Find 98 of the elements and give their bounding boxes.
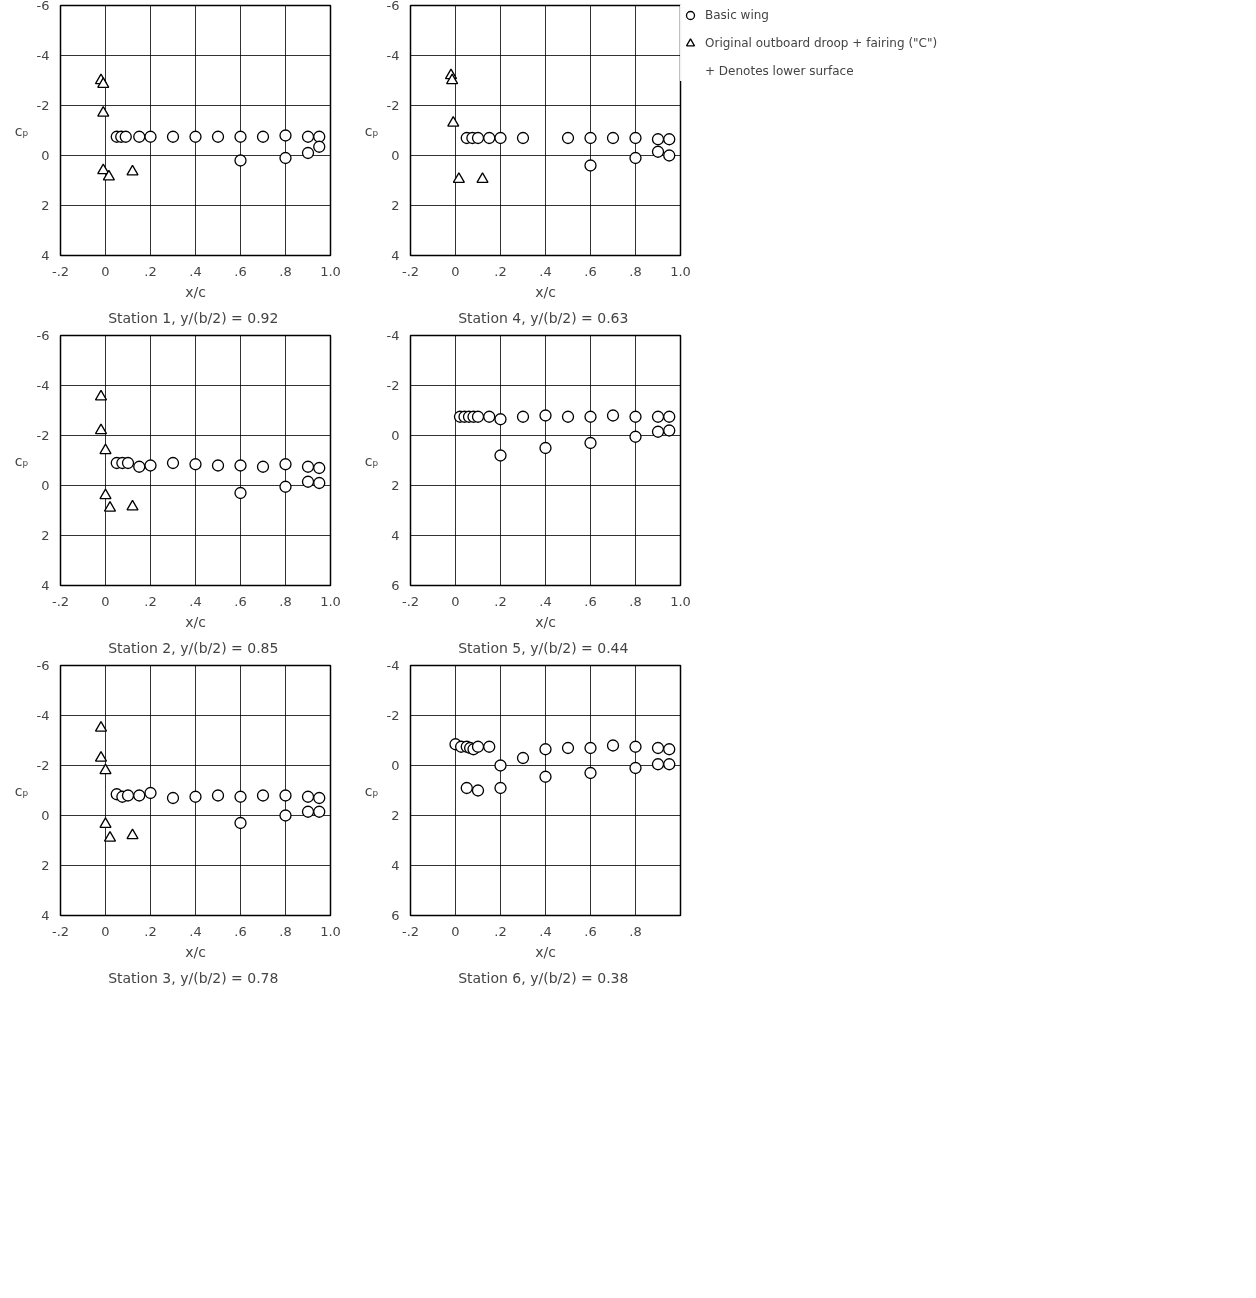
x-tick-label: .2 [144, 263, 157, 279]
y-tick-label: 2 [41, 198, 50, 213]
y-tick-label: -4 [386, 328, 400, 343]
x-tick-label: .8 [279, 263, 292, 279]
y-tick-label: 6 [391, 908, 400, 923]
y-tick-label: 2 [41, 858, 50, 873]
x-tick-label: .2 [494, 923, 507, 939]
x-tick-label: -.2 [51, 263, 70, 279]
x-tick-label: 1.0 [670, 263, 691, 279]
x-tick-label: .2 [494, 263, 507, 279]
x-tick-label: .4 [189, 923, 202, 939]
text: Station 5, y/(b/2) = 0.44 [458, 639, 629, 656]
x-axis-title: x/c [185, 283, 206, 300]
y-tick-label: 2 [391, 478, 400, 493]
y-tick-label: 0 [41, 148, 50, 163]
x-axis-title: x/c [185, 613, 206, 630]
text: Station 2, y/(b/2) = 0.85 [108, 639, 279, 656]
text: Station 1, y/(b/2) = 0.92 [108, 309, 279, 326]
text: Station 3, y/(b/2) = 0.78 [108, 969, 279, 986]
y-tick-label: 4 [391, 858, 400, 873]
x-tick-label: .8 [629, 263, 642, 279]
x-tick-label: .2 [494, 593, 507, 609]
x-tick-label: -.2 [401, 593, 420, 609]
x-tick-label: 1.0 [320, 923, 341, 939]
y-tick-label: 2 [391, 198, 400, 213]
y-tick-label: 0 [41, 478, 50, 493]
x-tick-label: 1.0 [320, 263, 341, 279]
x-tick-label: .4 [189, 263, 202, 279]
y-tick-label: 0 [41, 808, 50, 823]
y-axis-title: cₚ [14, 122, 29, 139]
y-tick-label: -4 [36, 378, 50, 393]
y-tick-label: -2 [386, 378, 400, 393]
y-axis-title: cₚ [364, 452, 379, 469]
y-tick-label: 2 [41, 528, 50, 543]
y-tick-label: 0 [391, 148, 400, 163]
x-tick-label: .6 [584, 593, 597, 609]
x-tick-label: -.2 [51, 593, 70, 609]
legend-label: Basic wing [705, 8, 769, 22]
y-tick-label: -2 [386, 98, 400, 113]
x-tick-label: .6 [234, 593, 247, 609]
y-tick-label: 0 [391, 428, 400, 443]
x-tick-label: .8 [629, 593, 642, 609]
y-tick-label: 4 [41, 908, 50, 923]
text: + Denotes lower surface [705, 64, 854, 78]
x-tick-label: 0 [101, 263, 110, 279]
x-tick-label: .6 [234, 263, 247, 279]
y-tick-label: 4 [41, 248, 50, 263]
legend-label: Original outboard droop + fairing ("C") [705, 36, 938, 50]
x-tick-label: .6 [234, 923, 247, 939]
x-tick-label: 0 [101, 923, 110, 939]
y-tick-label: 4 [391, 528, 400, 543]
y-tick-label: 4 [41, 578, 50, 593]
x-tick-label: 1.0 [670, 593, 691, 609]
y-tick-label: -2 [36, 758, 50, 773]
x-tick-label: .4 [539, 263, 552, 279]
x-axis-title: x/c [535, 613, 556, 630]
y-tick-label: 6 [391, 578, 400, 593]
y-tick-label: 2 [391, 808, 400, 823]
x-tick-label: .4 [539, 923, 552, 939]
x-tick-label: .2 [144, 593, 157, 609]
x-tick-label: .4 [189, 593, 202, 609]
y-tick-label: 0 [391, 758, 400, 773]
y-tick-label: -6 [36, 328, 50, 343]
x-axis-title: x/c [535, 943, 556, 960]
x-axis-title: x/c [185, 943, 206, 960]
x-tick-label: .8 [629, 923, 642, 939]
y-axis-title: cₚ [364, 782, 379, 799]
y-axis-title: cₚ [364, 122, 379, 139]
y-tick-label: -2 [36, 98, 50, 113]
x-tick-label: -.2 [401, 263, 420, 279]
y-axis-title: cₚ [14, 452, 29, 469]
x-tick-label: 1.0 [320, 593, 341, 609]
x-tick-label: 0 [451, 263, 460, 279]
y-axis-title: cₚ [14, 782, 29, 799]
y-tick-label: -6 [386, 0, 400, 13]
x-axis-title: x/c [535, 283, 556, 300]
y-tick-label: -4 [36, 48, 50, 63]
x-tick-label: -.2 [401, 923, 420, 939]
y-tick-label: -6 [36, 0, 50, 13]
y-tick-label: -4 [386, 48, 400, 63]
y-tick-label: -4 [386, 658, 400, 673]
x-tick-label: .2 [144, 923, 157, 939]
x-tick-label: .4 [539, 593, 552, 609]
y-tick-label: -4 [36, 708, 50, 723]
y-tick-label: -2 [36, 428, 50, 443]
x-tick-label: .6 [584, 923, 597, 939]
x-tick-label: 0 [451, 923, 460, 939]
x-tick-label: -.2 [51, 923, 70, 939]
text: Station 4, y/(b/2) = 0.63 [458, 309, 629, 326]
x-tick-label: .6 [584, 263, 597, 279]
x-tick-label: 0 [451, 593, 460, 609]
x-tick-label: 0 [101, 593, 110, 609]
text: Station 6, y/(b/2) = 0.38 [458, 969, 629, 986]
x-tick-label: .8 [279, 593, 292, 609]
y-tick-label: -6 [36, 658, 50, 673]
y-tick-label: -2 [386, 708, 400, 723]
x-tick-label: .8 [279, 923, 292, 939]
y-tick-label: 4 [391, 248, 400, 263]
